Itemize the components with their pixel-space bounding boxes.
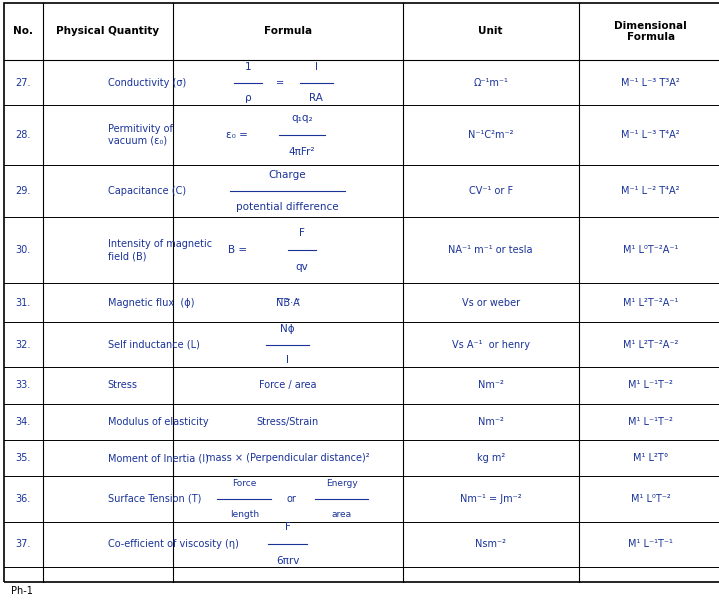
Text: Ω⁻¹m⁻¹: Ω⁻¹m⁻¹ <box>473 77 508 88</box>
Text: Moment of Inertia (I): Moment of Inertia (I) <box>108 453 209 463</box>
Text: M¹ L⁰T⁻²: M¹ L⁰T⁻² <box>631 494 671 504</box>
Text: I: I <box>286 355 289 365</box>
Text: Co-efficient of viscosity (η): Co-efficient of viscosity (η) <box>108 539 239 550</box>
Text: Nsm⁻²: Nsm⁻² <box>475 539 506 550</box>
Text: =: = <box>276 77 285 88</box>
Text: Stress/Strain: Stress/Strain <box>257 417 319 427</box>
Text: F: F <box>299 228 305 238</box>
Text: Nm⁻²: Nm⁻² <box>478 417 503 427</box>
Text: RA: RA <box>309 94 324 103</box>
Text: CV⁻¹ or F: CV⁻¹ or F <box>469 186 513 196</box>
Text: 31.: 31. <box>16 298 31 308</box>
Text: Vs A⁻¹  or henry: Vs A⁻¹ or henry <box>452 340 530 350</box>
Text: Stress: Stress <box>108 380 138 391</box>
Text: Unit: Unit <box>478 26 503 37</box>
Text: Surface Tension (T): Surface Tension (T) <box>108 494 201 504</box>
Text: Intensity of magnetic
field (B): Intensity of magnetic field (B) <box>108 239 212 261</box>
Text: area: area <box>331 510 352 519</box>
Text: M⁻¹ L⁻³ T⁴A²: M⁻¹ L⁻³ T⁴A² <box>621 130 680 140</box>
Text: No.: No. <box>14 26 33 37</box>
Text: M⁻¹ L⁻³ T³A²: M⁻¹ L⁻³ T³A² <box>621 77 680 88</box>
Text: Modulus of elasticity: Modulus of elasticity <box>108 417 209 427</box>
Text: Nm⁻²: Nm⁻² <box>478 380 503 391</box>
Text: 36.: 36. <box>16 494 31 504</box>
Text: Conductivity (σ): Conductivity (σ) <box>108 77 186 88</box>
Text: or: or <box>286 494 296 504</box>
Text: Formula: Formula <box>264 26 311 37</box>
Text: M¹ L⁻¹T⁻¹: M¹ L⁻¹T⁻¹ <box>628 539 673 550</box>
Text: l: l <box>315 62 318 72</box>
Text: 6πrv: 6πrv <box>276 556 299 566</box>
Text: ε₀ =: ε₀ = <box>226 130 248 140</box>
Text: M¹ L²T⁻²A⁻¹: M¹ L²T⁻²A⁻¹ <box>623 298 679 308</box>
Text: mass × (Perpendicular distance)²: mass × (Perpendicular distance)² <box>206 453 370 463</box>
Text: M¹ L²T°: M¹ L²T° <box>633 453 669 463</box>
Text: 32.: 32. <box>16 340 31 350</box>
Text: 30.: 30. <box>16 245 31 255</box>
Text: kg m²: kg m² <box>477 453 505 463</box>
Text: 1: 1 <box>244 62 252 72</box>
Text: 35.: 35. <box>16 453 31 463</box>
Text: Force / area: Force / area <box>259 380 316 391</box>
Text: Self inductance (L): Self inductance (L) <box>108 340 200 350</box>
Text: 37.: 37. <box>16 539 31 550</box>
Text: 28.: 28. <box>16 130 31 140</box>
Text: q₁q₂: q₁q₂ <box>291 113 313 123</box>
Text: F: F <box>285 523 290 532</box>
Text: ρ: ρ <box>244 94 252 103</box>
Text: 34.: 34. <box>16 417 31 427</box>
Text: Force: Force <box>232 479 257 488</box>
Text: Nm⁻¹ = Jm⁻²: Nm⁻¹ = Jm⁻² <box>460 494 521 504</box>
Text: qv: qv <box>296 262 308 272</box>
Text: M¹ L²T⁻²A⁻²: M¹ L²T⁻²A⁻² <box>623 340 679 350</box>
Text: N⁻¹C²m⁻²: N⁻¹C²m⁻² <box>468 130 513 140</box>
Text: Nϕ: Nϕ <box>280 324 295 334</box>
Text: 33.: 33. <box>16 380 31 391</box>
Text: Vs or weber: Vs or weber <box>462 298 520 308</box>
Text: Charge: Charge <box>269 170 306 180</box>
Text: 29.: 29. <box>16 186 31 196</box>
Text: B =: B = <box>228 245 247 255</box>
Text: Capacitance (C): Capacitance (C) <box>108 186 186 196</box>
Text: M¹ L⁰T⁻²A⁻¹: M¹ L⁰T⁻²A⁻¹ <box>623 245 679 255</box>
Text: Magnetic flux  (ϕ): Magnetic flux (ϕ) <box>108 298 194 308</box>
Text: length: length <box>230 510 259 519</box>
Text: Permitivity of
vacuum (ε₀): Permitivity of vacuum (ε₀) <box>108 124 173 146</box>
Text: Ph-1: Ph-1 <box>11 586 32 596</box>
Text: M¹ L⁻¹T⁻²: M¹ L⁻¹T⁻² <box>628 417 673 427</box>
Text: Dimensional
Formula: Dimensional Formula <box>614 20 687 42</box>
Text: M¹ L⁻¹T⁻²: M¹ L⁻¹T⁻² <box>628 380 673 391</box>
Text: NA⁻¹ m⁻¹ or tesla: NA⁻¹ m⁻¹ or tesla <box>449 245 533 255</box>
Text: 4πFr²: 4πFr² <box>289 147 315 157</box>
Text: 27.: 27. <box>16 77 31 88</box>
Text: potential difference: potential difference <box>237 202 339 212</box>
Text: M⁻¹ L⁻² T⁴A²: M⁻¹ L⁻² T⁴A² <box>621 186 680 196</box>
Text: Physical Quantity: Physical Quantity <box>56 26 160 37</box>
Text: N̅B⃗·A⃗: N̅B⃗·A⃗ <box>275 298 300 308</box>
Text: Energy: Energy <box>326 479 357 488</box>
